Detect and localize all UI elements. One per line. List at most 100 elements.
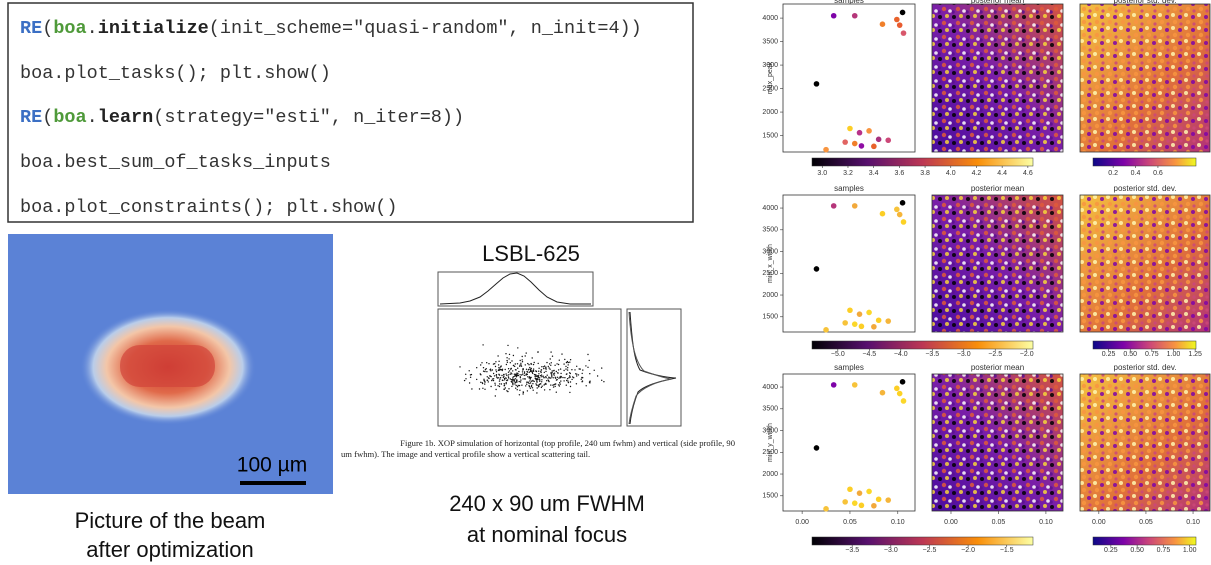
sample-point <box>813 81 820 87</box>
side-profile-box <box>626 308 682 427</box>
cloud-dot <box>505 353 507 355</box>
cloud-dot <box>504 368 506 371</box>
cloud-dot <box>524 355 526 357</box>
code-token: learn <box>98 107 154 128</box>
cloud-dot <box>540 386 543 389</box>
cloud-dot <box>546 380 548 382</box>
cloud-dot <box>576 365 578 367</box>
cloud-dot <box>568 377 570 379</box>
cloud-dot <box>536 392 538 394</box>
y-tick-label: 2000 <box>762 109 778 116</box>
cloud-dot <box>505 382 507 384</box>
cloud-dot <box>582 369 584 371</box>
cloud-dot <box>516 363 519 365</box>
y-tick-label: 4000 <box>762 205 778 212</box>
cloud-dot <box>530 363 532 365</box>
sample-point <box>851 203 858 209</box>
cloud-dot <box>501 374 503 377</box>
sample-point <box>856 490 863 496</box>
cloud-dot <box>536 379 539 381</box>
y-tick-label: 4000 <box>762 384 778 391</box>
code-token: (init_scheme="quasi-random", n_init=4)) <box>209 18 642 39</box>
cloud-dot <box>517 384 519 387</box>
cloud-dot <box>513 378 515 381</box>
panel-title: posterior mean <box>971 184 1024 193</box>
cloud-dot <box>560 372 562 375</box>
cloud-dot <box>508 353 511 356</box>
cloud-dot <box>505 363 508 366</box>
cloud-dot <box>530 380 533 382</box>
cloud-dot <box>543 365 546 367</box>
cloud-dot <box>580 378 582 380</box>
cloud-dot <box>571 378 573 381</box>
cloud-dot <box>524 378 526 380</box>
cloud-dot <box>513 373 516 375</box>
cloud-dot <box>560 376 563 378</box>
sample-point <box>858 143 865 149</box>
cloud-dot <box>548 363 551 365</box>
cloud-dot <box>565 384 567 386</box>
cloud-dot <box>532 370 534 372</box>
cloud-dot <box>551 371 553 374</box>
sample-point <box>858 323 865 330</box>
cloud-dot <box>553 370 555 372</box>
sample-point <box>842 139 848 145</box>
sample-point <box>842 320 848 326</box>
cloud-dot <box>512 384 514 386</box>
cloud-dot <box>497 355 499 357</box>
sample-point <box>813 445 820 451</box>
beam-core <box>120 345 215 387</box>
cloud-dot <box>528 371 531 373</box>
cloud-dot <box>567 381 570 384</box>
cloud-dot <box>554 385 556 388</box>
cloud-dot <box>492 372 495 375</box>
cloud-dot <box>545 370 547 373</box>
cloud-dot <box>555 370 557 373</box>
cloud-dot <box>526 371 529 373</box>
cloud-dot <box>469 374 472 376</box>
cloud-dot <box>503 383 505 385</box>
cloud-dot <box>569 376 571 378</box>
cloud-dot <box>538 373 540 375</box>
cloud-dot <box>522 373 524 375</box>
cloud-dot <box>485 368 487 370</box>
cloud-dot <box>548 367 550 369</box>
simulation-caption: 240 x 90 um FWHM <box>449 491 645 516</box>
cloud-dot <box>504 379 506 381</box>
sample-point <box>900 219 907 225</box>
code-token: boa <box>53 107 86 128</box>
cloud-dot <box>517 367 519 369</box>
y-axis-label: min_y_width <box>767 423 774 462</box>
cloud-dot <box>516 374 518 377</box>
cloud-dot <box>481 362 483 364</box>
sample-point <box>823 327 829 333</box>
cloud-dot <box>495 376 498 378</box>
cloud-dot <box>539 380 541 382</box>
cloud-dot <box>492 379 495 382</box>
cloud-dot <box>529 380 531 382</box>
y-axis-label: max_peak <box>767 61 774 94</box>
cloud-dot <box>499 377 502 379</box>
cloud-dot <box>530 376 532 379</box>
cloud-dot <box>468 382 471 384</box>
cloud-dot <box>510 372 512 374</box>
x-tick-label: 0.05 <box>1139 519 1153 526</box>
cloud-dot <box>505 377 507 380</box>
code-token: boa <box>53 18 86 39</box>
cloud-dot <box>567 380 569 382</box>
cloud-dot <box>542 375 544 377</box>
y-tick-label: 3500 <box>762 227 778 234</box>
colorbar <box>811 536 1034 546</box>
cloud-dot <box>481 382 484 385</box>
cloud-dot <box>516 381 518 383</box>
code-line: RE(boa.learn(strategy="esti", n_iter=8)) <box>20 107 464 128</box>
cloud-dot <box>537 376 540 378</box>
panel-title: posterior std. dev. <box>1114 0 1177 5</box>
cloud-dot <box>515 387 517 389</box>
cloud-dot <box>557 372 559 374</box>
cloud-dot <box>572 376 574 378</box>
cloud-dot <box>562 376 564 379</box>
cloud-dot <box>523 374 525 377</box>
colorbar <box>1092 340 1197 350</box>
